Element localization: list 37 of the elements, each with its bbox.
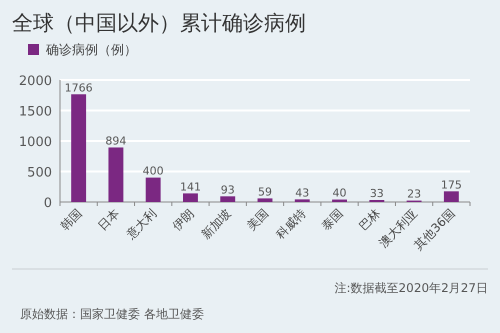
x-tick-label: 美国 <box>244 206 272 234</box>
text: 注:数据截至2020年2月27日 <box>334 281 488 295</box>
bar <box>146 178 161 202</box>
bar <box>108 147 124 202</box>
x-tick-label: 新加坡 <box>198 206 234 242</box>
y-tick-label: 2000 <box>18 74 52 89</box>
data-label: 59 <box>258 185 272 198</box>
x-tick-label: 伊朗 <box>170 206 197 234</box>
bar <box>444 191 459 202</box>
x-tick-label: 韩国 <box>58 206 85 234</box>
chart-title: 全球（中国以外）累计确诊病例 <box>12 11 306 35</box>
data-label: 40 <box>332 186 347 200</box>
x-tick-label: 意大利 <box>123 206 160 242</box>
y-tick-label: 1500 <box>18 104 52 120</box>
data-label: 400 <box>142 164 164 178</box>
data-label: 23 <box>407 188 422 201</box>
bar <box>220 196 236 202</box>
bar <box>294 199 310 202</box>
data-label: 894 <box>105 134 126 148</box>
data-label: 43 <box>295 186 310 200</box>
x-tick-label: 科威特 <box>273 206 308 242</box>
data-label: 93 <box>220 183 235 196</box>
bar <box>258 198 272 202</box>
x-tick-label: 泰国 <box>318 206 346 234</box>
y-tick-label: 1000 <box>18 135 52 150</box>
y-tick-label: 500 <box>27 166 52 180</box>
data-label: 175 <box>440 178 462 192</box>
legend-label: 确诊病例（例） <box>45 43 137 58</box>
x-tick-label: 日本 <box>95 206 122 234</box>
bar <box>71 94 86 202</box>
data-label: 141 <box>180 180 201 194</box>
data-label: 1766 <box>64 81 93 94</box>
data-label: 33 <box>370 186 384 200</box>
bar <box>183 193 198 202</box>
text: 原始数据：国家卫健委 各地卫健委 <box>20 307 204 321</box>
y-tick-label: 0 <box>44 196 52 211</box>
x-tick-label: 巴林 <box>356 206 383 234</box>
